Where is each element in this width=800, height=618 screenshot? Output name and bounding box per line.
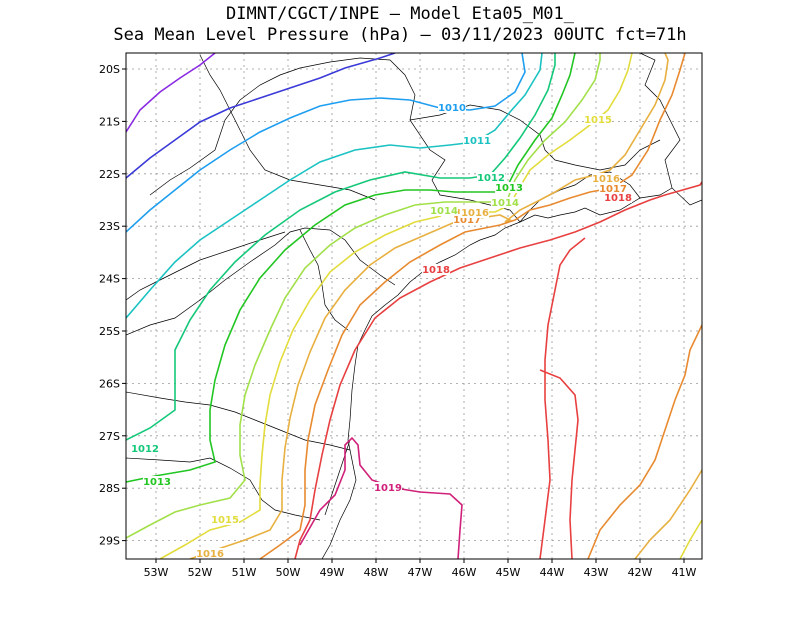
state-border xyxy=(299,229,349,331)
coastline-borders xyxy=(126,53,702,559)
isobar-1015c xyxy=(679,519,702,559)
state-border xyxy=(149,57,521,223)
lon-tick-label: 41W xyxy=(672,566,697,579)
axis-ticks: 20S 21S 22S 23S 24S 25S 26S 27S 28S 29S 53W 52W 51W 5… xyxy=(99,63,697,579)
lon-tick-label: 53W xyxy=(144,566,169,579)
isobar-1009a xyxy=(126,53,216,133)
contour-label: 1016 xyxy=(592,174,620,185)
lon-tick-label: 47W xyxy=(408,566,433,579)
state-border xyxy=(126,391,351,451)
contour-label-bg xyxy=(461,207,489,218)
contour-label-bg xyxy=(592,173,620,184)
contour-label: 1019 xyxy=(374,483,402,494)
contour-label-bg xyxy=(196,548,224,559)
lat-tick-label: 26S xyxy=(99,377,120,390)
isobar-1017c xyxy=(587,324,702,559)
isobar-1017 xyxy=(259,53,686,559)
isobar-1012 xyxy=(126,53,556,441)
isobar-1016c xyxy=(634,469,702,559)
lat-tick-label: 27S xyxy=(99,430,120,443)
lat-tick-label: 22S xyxy=(99,168,120,181)
isobar-1019 xyxy=(299,436,463,559)
contour-label-bg xyxy=(143,476,171,487)
contour-label: 1012 xyxy=(477,173,505,184)
lat-tick-label: 28S xyxy=(99,482,120,495)
isobar-1018c xyxy=(539,369,579,559)
isobar-1013 xyxy=(126,53,576,483)
contour-label: 1013 xyxy=(143,477,171,488)
contour-label: 1018 xyxy=(604,193,632,204)
contour-label-bg xyxy=(374,482,402,493)
contour-label: 1017 xyxy=(599,184,627,195)
contour-label: 1016 xyxy=(461,208,489,219)
contour-label: 1011 xyxy=(463,136,491,147)
isobar-1015 xyxy=(159,53,633,559)
isobar-1011 xyxy=(126,53,543,319)
contour-label-bg xyxy=(430,205,458,216)
contour-label-bg xyxy=(599,183,627,194)
contour-label: 1015 xyxy=(584,115,612,126)
lon-tick-label: 50W xyxy=(276,566,301,579)
lat-tick-label: 24S xyxy=(99,273,120,286)
contour-label: 1014 xyxy=(430,206,458,217)
contour-label-bg xyxy=(477,172,505,183)
lon-tick-label: 49W xyxy=(320,566,345,579)
lat-tick-label: 23S xyxy=(99,220,120,233)
contour-label-bg xyxy=(463,135,491,146)
contour-label-bg xyxy=(604,192,632,203)
isobar-1014 xyxy=(126,53,601,539)
map-frame-border xyxy=(125,52,703,560)
lat-tick-label: 21S xyxy=(99,115,120,128)
lagoon xyxy=(324,439,351,516)
map-title-line1: DIMNT/CGCT/INPE – Model Eta05_M01_ xyxy=(226,4,574,24)
lat-tick-label: 20S xyxy=(99,63,120,76)
contour-label-bg xyxy=(584,114,612,125)
contour-label: 1012 xyxy=(131,444,159,455)
isobar-1010 xyxy=(126,53,526,233)
contour-label: 1013 xyxy=(495,183,523,194)
contour-label: 1014 xyxy=(491,198,519,209)
state-border xyxy=(199,54,376,201)
map-frame-background xyxy=(126,53,702,559)
lon-tick-label: 43W xyxy=(584,566,609,579)
contour-label-bg xyxy=(495,182,523,193)
lon-tick-label: 45W xyxy=(496,566,521,579)
contour-label-bg xyxy=(131,443,159,454)
contour-label-bg xyxy=(491,197,519,208)
lat-tick-label: 25S xyxy=(99,325,120,338)
lon-tick-label: 42W xyxy=(628,566,653,579)
isobar-lines xyxy=(126,53,702,559)
contour-label: 1017 xyxy=(453,215,481,226)
contour-label-bg xyxy=(211,514,239,525)
state-border xyxy=(126,227,396,336)
isobar-1018b xyxy=(539,237,586,559)
contour-label: 1010 xyxy=(438,103,466,114)
isobar-1016b xyxy=(504,53,669,223)
state-border xyxy=(126,231,286,301)
contour-label-bg xyxy=(438,102,466,113)
state-border xyxy=(409,104,661,171)
lon-tick-label: 48W xyxy=(364,566,389,579)
lon-tick-label: 44W xyxy=(540,566,565,579)
map-title-line2: Sea Mean Level Pressure (hPa) – 03/11/20… xyxy=(113,25,687,45)
contour-label-bg xyxy=(422,264,450,275)
lon-tick-label: 51W xyxy=(232,566,257,579)
lat-tick-label: 29S xyxy=(99,535,120,548)
lon-tick-label: 52W xyxy=(188,566,213,579)
contour-label: 1015 xyxy=(211,515,239,526)
contour-label-bg xyxy=(453,214,481,225)
contour-labels: 1010101110121013101410151016101710181016… xyxy=(131,102,632,560)
lon-tick-label: 46W xyxy=(452,566,477,579)
contour-label: 1016 xyxy=(196,549,224,560)
state-border xyxy=(126,457,321,521)
contour-label: 1018 xyxy=(422,265,450,276)
isobar-1009b xyxy=(126,53,396,179)
